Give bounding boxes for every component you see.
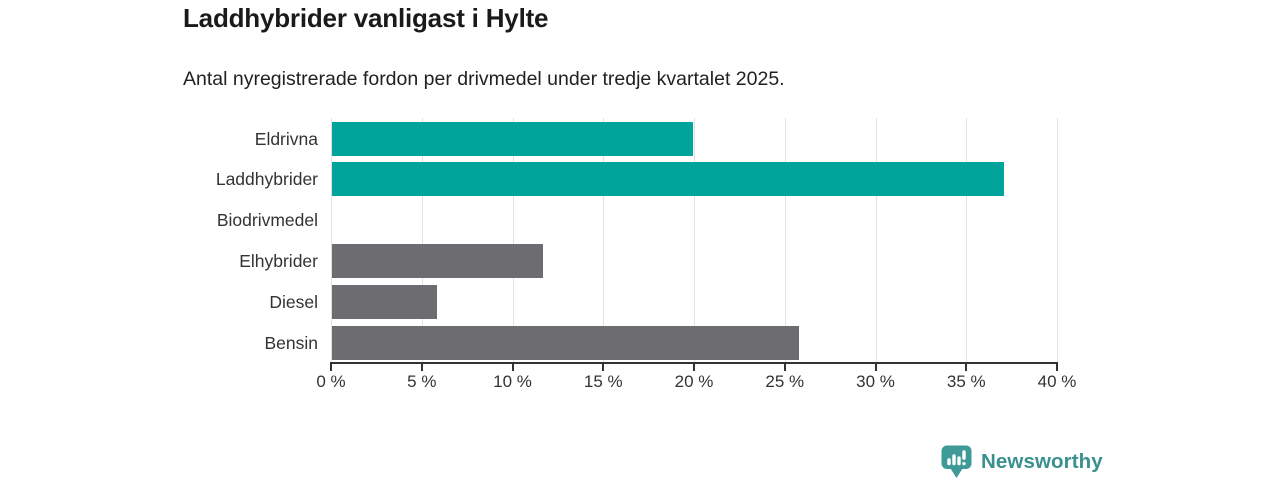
x-tick-35 [965,364,968,371]
x-tick-label-0: 0 % [316,372,346,391]
bar-bensin [332,325,799,360]
bar-laddhybrider [332,162,1004,197]
x-tick-label-25: 25 % [765,372,805,391]
brand-name: Newsworthy [981,450,1103,473]
y-label-eldrivna: Eldrivna [254,128,318,149]
gridline-5 [421,118,423,363]
x-tick-30 [874,364,877,371]
x-tick-label-10: 10 % [493,372,532,391]
gridline-35 [966,118,968,363]
x-tick-label-35: 35 % [946,372,986,391]
gridline-20 [694,118,695,363]
x-tick-label-15: 15 % [583,372,623,391]
y-label-laddhybrider: Laddhybrider [215,169,318,190]
x-tick-15 [602,364,605,371]
x-tick-10 [511,364,514,371]
y-label-elhybrider: Elhybrider [239,251,318,271]
x-tick-0 [330,364,332,371]
newsworthy-logo-icon [941,445,972,478]
brand-footer: Newsworthy [941,445,1103,479]
gridline-15 [603,118,605,363]
x-tick-25 [783,364,786,371]
y-label-bensin: Bensin [264,332,318,353]
x-tick-label-5: 5 % [407,372,437,391]
y-label-biodrivmedel: Biodrivmedel [216,210,318,231]
gridline-25 [784,118,786,363]
y-label-diesel: Diesel [269,291,318,312]
x-tick-5 [420,364,423,371]
bar-diesel [332,284,438,319]
x-axis-line [330,362,1058,364]
gridline-30 [875,118,877,363]
chart-subtitle: Antal nyregistrerade fordon per drivmede… [183,68,785,90]
x-tick-40 [1056,364,1058,371]
bar-eldrivna [332,121,694,156]
chart-title: Laddhybrider vanligast i Hylte [183,3,549,33]
x-tick-label-30: 30 % [856,372,895,391]
x-tick-20 [693,364,695,371]
gridline-40 [1057,118,1058,363]
bar-elhybrider [332,244,543,278]
x-tick-label-20: 20 % [674,372,714,391]
x-tick-label-40: 40 % [1037,372,1077,391]
gridline-0 [331,118,332,363]
gridline-10 [512,118,514,363]
plot-area [331,118,1058,363]
